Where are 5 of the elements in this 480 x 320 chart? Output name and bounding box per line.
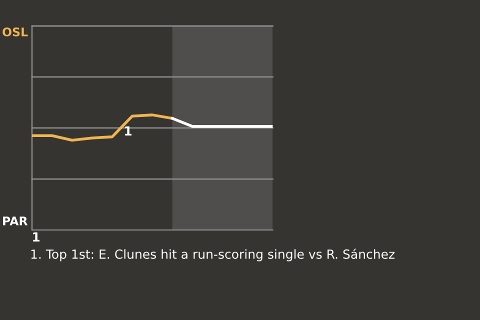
text: PAR [3, 216, 28, 226]
text: 1. Top 1st: E. Clunes hit a run-scoring single vs R. Sánchez [31, 248, 395, 262]
text: OSL [2, 27, 28, 36]
text: 1 [33, 232, 40, 242]
annotation: 1 [125, 126, 132, 136]
